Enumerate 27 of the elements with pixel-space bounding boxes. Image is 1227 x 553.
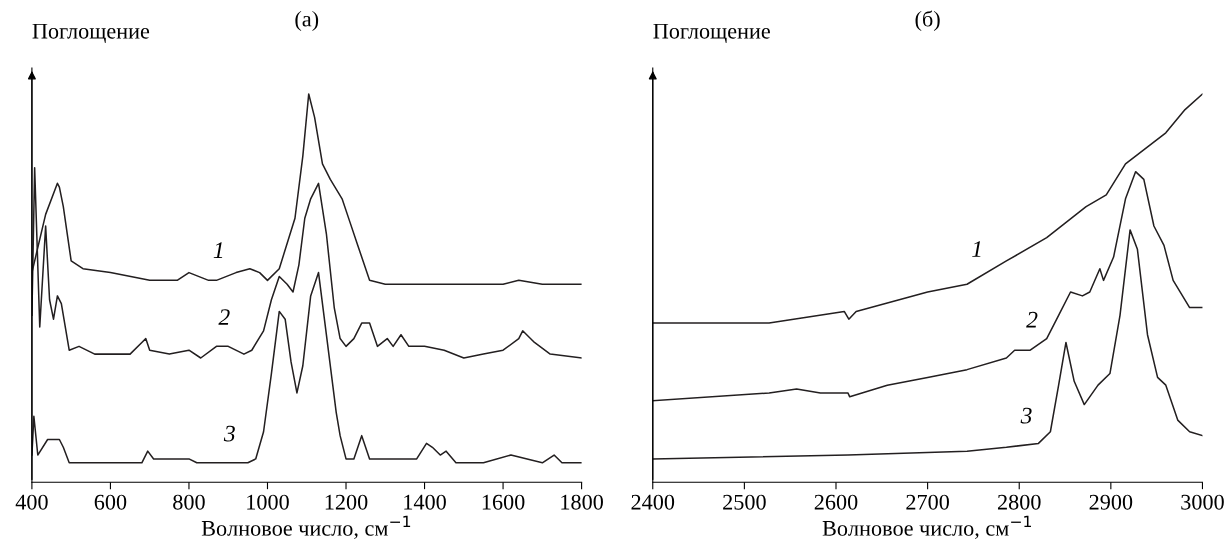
series-label: 1	[972, 241, 981, 257]
x-tick-label: 400	[15, 494, 48, 510]
chart-title: (а)	[295, 10, 319, 32]
x-tick-label: 2400	[631, 494, 675, 510]
series-label: 3	[223, 425, 235, 442]
x-tick-label: 1400	[404, 494, 446, 510]
x-tick-label: 3000	[1181, 494, 1224, 510]
x-tick-label: 2600	[814, 494, 858, 510]
x-tick-label: 2500	[723, 494, 766, 510]
x-tick-label: 1800	[561, 494, 603, 510]
x-axis-title: Волновое число, см$^{−1}$	[822, 515, 1031, 540]
series-label: 2	[1026, 311, 1038, 328]
x-tick-label: 2900	[1089, 494, 1133, 510]
x-tick-label: 1000	[247, 494, 289, 510]
series-label: 1	[213, 242, 223, 258]
series-label: 3	[1020, 407, 1032, 424]
y-axis-title: Поглощение	[653, 23, 770, 44]
x-axis-title: Волновое число, см$^{−1}$	[201, 515, 411, 540]
x-tick-label: 800	[173, 494, 205, 510]
chart-title: (б)	[915, 10, 940, 32]
x-tick-label: 1600	[482, 494, 525, 510]
series-label: 2	[218, 309, 230, 325]
x-tick-label: 1200	[325, 494, 368, 510]
y-axis-title: Поглощение	[32, 23, 150, 44]
x-tick-label: 2700	[906, 494, 949, 510]
x-tick-label: 2800	[997, 494, 1041, 510]
x-tick-label: 600	[94, 494, 127, 510]
